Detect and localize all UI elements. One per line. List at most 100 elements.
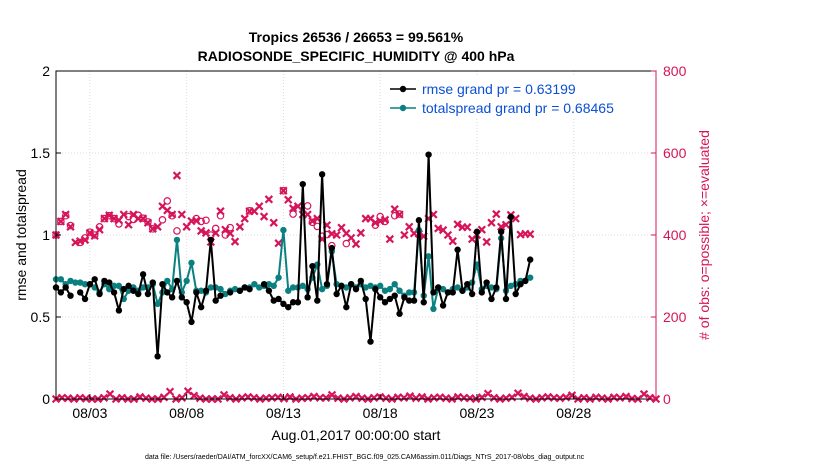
legend-box bbox=[386, 75, 654, 117]
obs-evaluated-marker bbox=[235, 222, 245, 231]
obs-evaluated-marker bbox=[172, 171, 182, 180]
spread-point bbox=[280, 226, 287, 234]
y-tick-label: 1 bbox=[42, 227, 50, 243]
obs-evaluated-marker bbox=[555, 394, 565, 403]
rmse-point bbox=[444, 289, 452, 296]
obs-evaluated-marker bbox=[124, 220, 133, 229]
spread-point bbox=[173, 236, 181, 244]
rmse-point bbox=[430, 289, 437, 296]
spread-point bbox=[265, 281, 273, 288]
right-tick-label: 600 bbox=[663, 145, 687, 161]
rmse-point bbox=[401, 294, 408, 301]
rmse-point bbox=[478, 289, 486, 296]
obs-evaluated-marker bbox=[119, 210, 128, 219]
obs-evaluated-marker bbox=[192, 216, 201, 225]
obs-possible-marker bbox=[168, 211, 176, 220]
rmse-point bbox=[357, 277, 365, 285]
obs-evaluated-marker bbox=[639, 389, 649, 399]
obs-evaluated-marker bbox=[333, 394, 343, 403]
rmse-point bbox=[226, 289, 234, 296]
spread-point bbox=[406, 289, 413, 296]
spread-point bbox=[139, 284, 147, 291]
y-ticks-left: 0 0.5 1 1.5 2 bbox=[31, 63, 61, 407]
rmse-point bbox=[512, 290, 519, 298]
obs-evaluated-marker bbox=[80, 235, 90, 245]
spread-point bbox=[270, 282, 277, 290]
rmse-point bbox=[338, 282, 345, 290]
spread-point bbox=[231, 285, 239, 293]
rmse-point bbox=[57, 289, 65, 296]
rmse-point bbox=[347, 281, 355, 288]
obs-evaluated-marker bbox=[269, 218, 278, 227]
rmse-point bbox=[101, 277, 108, 285]
obs-evaluated-marker bbox=[411, 394, 421, 403]
obs-evaluated-marker bbox=[159, 393, 169, 402]
data-file-footnote: data file: /Users/raeder/DAI/ATM_forcXX/… bbox=[145, 454, 585, 461]
obs-evaluated-marker bbox=[526, 230, 535, 239]
obs-markers bbox=[51, 171, 661, 404]
obs-evaluated-marker bbox=[225, 393, 235, 402]
x-axis-label: Aug.01,2017 00:00:00 start bbox=[272, 427, 441, 443]
legend-spread-marker bbox=[399, 104, 407, 112]
rmse-series bbox=[52, 151, 534, 360]
spread-point bbox=[376, 282, 384, 290]
x-tick-label: 08/23 bbox=[459, 405, 494, 421]
spread-point bbox=[217, 285, 224, 293]
obs-possible-marker bbox=[158, 216, 167, 224]
rmse-point bbox=[110, 289, 118, 296]
obs-possible-marker bbox=[66, 221, 75, 230]
rmse-point bbox=[164, 289, 171, 296]
obs-evaluated-marker bbox=[259, 212, 269, 221]
rmse-point bbox=[115, 307, 123, 314]
obs-evaluated-marker bbox=[303, 393, 313, 402]
obs-evaluated-marker bbox=[66, 222, 75, 231]
rmse-point bbox=[314, 297, 321, 304]
obs-evaluated-marker bbox=[148, 224, 157, 234]
obs-possible-marker bbox=[173, 227, 181, 235]
rmse-point bbox=[415, 217, 423, 224]
chart-title: Tropics 26536 / 26653 = 99.561% bbox=[249, 29, 464, 45]
rmse-point bbox=[526, 256, 534, 263]
right-tick-label: 200 bbox=[663, 309, 687, 325]
obs-evaluated-marker bbox=[561, 393, 571, 402]
obs-evaluated-marker bbox=[189, 391, 199, 400]
obs-possible-marker bbox=[202, 216, 210, 225]
y-tick-label: 2 bbox=[42, 63, 50, 79]
obs-possible-marker bbox=[57, 217, 65, 226]
rmse-point bbox=[246, 285, 253, 293]
obs-evaluated-marker bbox=[525, 394, 535, 403]
rmse-point bbox=[202, 287, 210, 294]
spread-point bbox=[289, 284, 297, 291]
obs-possible-marker bbox=[144, 218, 152, 226]
rmse-point bbox=[483, 279, 490, 286]
obs-evaluated-marker bbox=[332, 230, 341, 240]
rmse-point bbox=[362, 295, 369, 303]
spread-point bbox=[454, 284, 461, 291]
rmse-point bbox=[67, 292, 74, 299]
spread-point bbox=[318, 285, 326, 293]
rmse-point bbox=[323, 281, 331, 288]
rmse-point bbox=[507, 213, 515, 221]
rmse-point bbox=[125, 282, 132, 290]
rmse-point bbox=[425, 151, 432, 158]
right-tick-label: 800 bbox=[663, 63, 687, 79]
obs-possible-marker bbox=[395, 210, 404, 218]
y-tick-label: 1.5 bbox=[31, 145, 51, 161]
obs-evaluated-marker bbox=[75, 393, 85, 402]
rmse-point bbox=[197, 303, 205, 311]
rmse-point bbox=[468, 290, 476, 298]
rmse-point bbox=[81, 295, 89, 303]
obs-evaluated-marker bbox=[141, 394, 151, 403]
rmse-line bbox=[55, 286, 72, 297]
x-tick-label: 08/28 bbox=[556, 405, 591, 421]
obs-evaluated-marker bbox=[288, 204, 298, 213]
spread-point bbox=[386, 285, 394, 293]
obs-evaluated-marker bbox=[567, 391, 577, 400]
rmse-point bbox=[410, 297, 418, 304]
obs-evaluated-marker bbox=[264, 195, 274, 204]
spread-point bbox=[188, 259, 195, 267]
legend-spread-label: totalspread grand pr = 0.68465 bbox=[422, 100, 614, 116]
spread-point bbox=[439, 285, 447, 293]
rmse-point bbox=[91, 276, 98, 283]
legend-rmse-marker bbox=[399, 85, 407, 93]
